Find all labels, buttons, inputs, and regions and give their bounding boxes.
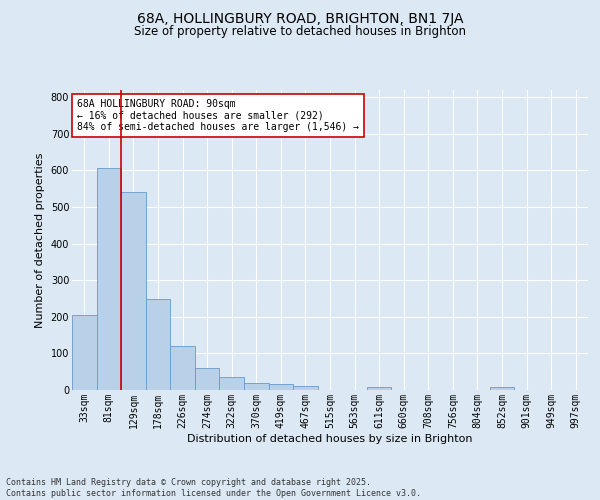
Bar	[220, 377, 244, 390]
Bar	[490, 387, 514, 390]
Bar	[121, 192, 146, 390]
Text: 68A HOLLINGBURY ROAD: 90sqm
← 16% of detached houses are smaller (292)
84% of se: 68A HOLLINGBURY ROAD: 90sqm ← 16% of det…	[77, 99, 359, 132]
Bar	[293, 386, 318, 390]
Bar	[72, 316, 97, 390]
Y-axis label: Number of detached properties: Number of detached properties	[35, 152, 45, 328]
Bar	[170, 346, 195, 390]
Bar	[367, 388, 391, 390]
Bar	[146, 298, 170, 390]
Text: 68A, HOLLINGBURY ROAD, BRIGHTON, BN1 7JA: 68A, HOLLINGBURY ROAD, BRIGHTON, BN1 7JA	[137, 12, 463, 26]
Text: Contains HM Land Registry data © Crown copyright and database right 2025.
Contai: Contains HM Land Registry data © Crown c…	[6, 478, 421, 498]
Bar	[269, 384, 293, 390]
Bar	[244, 382, 269, 390]
Text: Size of property relative to detached houses in Brighton: Size of property relative to detached ho…	[134, 25, 466, 38]
Bar	[97, 168, 121, 390]
Bar	[195, 368, 220, 390]
X-axis label: Distribution of detached houses by size in Brighton: Distribution of detached houses by size …	[187, 434, 473, 444]
